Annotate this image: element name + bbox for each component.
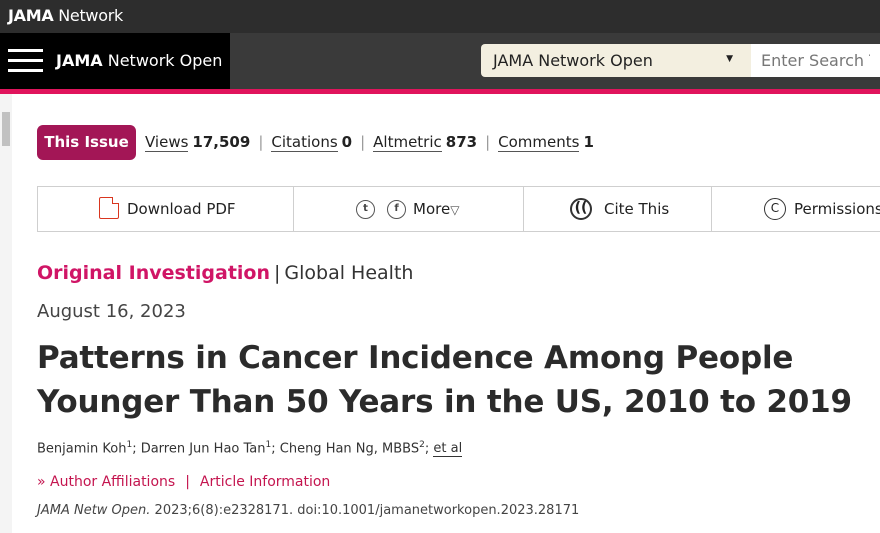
caret-down-icon: ▽: [450, 203, 460, 217]
page-title: Patterns in Cancer Incidence Among Peopl…: [37, 340, 852, 420]
chevron-down-icon: ▼: [726, 54, 733, 64]
quote-icon: ((: [570, 198, 592, 220]
facebook-icon[interactable]: f: [387, 200, 406, 219]
cite-this-button[interactable]: (( Cite This: [524, 187, 712, 231]
publication-date: August 16, 2023: [37, 301, 186, 322]
article-category[interactable]: Global Health: [284, 262, 414, 284]
permissions-button[interactable]: C Permissions: [712, 187, 880, 231]
top-network-bar: JAMA Network: [0, 0, 880, 33]
altmetric-metric[interactable]: Altmetric 873: [373, 133, 478, 152]
permissions-label: Permissions: [794, 200, 880, 218]
more-label: More▽: [413, 200, 460, 218]
accent-bar: [0, 89, 880, 94]
jama-network-logo[interactable]: JAMA Network: [8, 6, 123, 25]
author-name[interactable]: Benjamin Koh: [37, 441, 127, 457]
comments-metric[interactable]: Comments 1: [498, 133, 594, 152]
twitter-icon[interactable]: t: [356, 200, 375, 219]
article-information-link[interactable]: Article Information: [199, 474, 331, 490]
this-issue-button[interactable]: This Issue: [37, 125, 136, 160]
article-info-links: » Author Affiliations | Article Informatio…: [37, 474, 331, 490]
author-list: Benjamin Koh1; Darren Jun Hao Tan1; Chen…: [37, 440, 463, 458]
citations-metric[interactable]: Citations 0: [271, 133, 353, 152]
download-pdf-button[interactable]: Download PDF: [38, 187, 294, 231]
article-type: Original Investigation | Global Health: [37, 262, 414, 284]
journal-select[interactable]: JAMA Network Open ▼: [481, 44, 751, 77]
menu-icon[interactable]: [8, 49, 43, 73]
share-more-button[interactable]: t f More▽: [294, 187, 524, 231]
citation-details: 2023;6(8):e2328171. doi:10.1001/jamanetw…: [150, 503, 580, 518]
cite-this-label: Cite This: [604, 200, 670, 218]
et-al-link[interactable]: et al: [433, 441, 463, 458]
pdf-icon: [99, 197, 119, 219]
article-type-link[interactable]: Original Investigation: [37, 262, 270, 284]
scrollbar-thumb[interactable]: [2, 112, 10, 146]
author-name[interactable]: Cheng Han Ng, MBBS: [279, 441, 420, 457]
copyright-icon: C: [764, 198, 786, 220]
search-input[interactable]: [751, 44, 880, 77]
journal-name[interactable]: JAMA Network Open: [56, 51, 223, 70]
chevron-right-icon: »: [37, 474, 51, 490]
citation-line: JAMA Netw Open. 2023;6(8):e2328171. doi:…: [37, 503, 579, 518]
journal-select-value: JAMA Network Open: [493, 51, 653, 70]
author-name[interactable]: Darren Jun Hao Tan: [140, 441, 266, 457]
download-pdf-label: Download PDF: [127, 200, 236, 218]
scrollbar[interactable]: [0, 94, 12, 533]
author-affiliations-link[interactable]: » Author Affiliations: [37, 474, 176, 490]
article-toolbar: Download PDF t f More▽ (( Cite This C Pe…: [37, 186, 880, 232]
article-metrics: Views 17,509 | Citations 0 | Altmetric 873 | Comm…: [145, 133, 594, 152]
views-metric[interactable]: Views 17,509: [145, 133, 251, 152]
journal-abbreviation: JAMA Netw Open.: [37, 503, 151, 518]
